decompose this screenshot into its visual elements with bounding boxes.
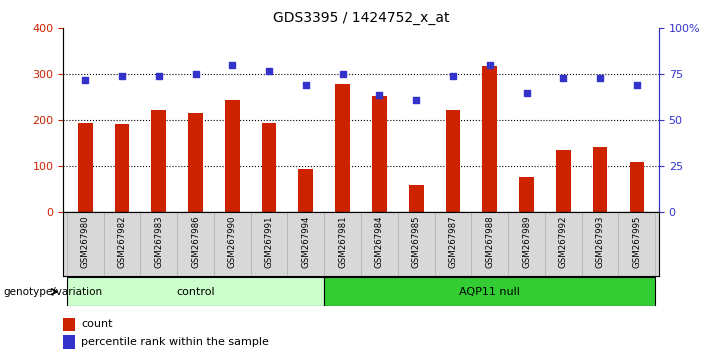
Point (153, 73, 164, 79)
Bar (67, 277, 325, 306)
Point (411, 97, 422, 103)
Text: GSM267991: GSM267991 (264, 216, 273, 268)
Bar (78, 123, 93, 212)
Bar (519, 177, 534, 212)
Bar (372, 96, 387, 212)
Bar (299, 169, 313, 212)
Bar (618, 212, 655, 276)
Bar (361, 212, 397, 276)
Bar (177, 212, 214, 276)
Text: GSM267984: GSM267984 (375, 216, 384, 268)
Title: GDS3395 / 1424752_x_at: GDS3395 / 1424752_x_at (273, 11, 449, 24)
Point (484, 62, 496, 68)
Bar (471, 212, 508, 276)
Bar (251, 212, 287, 276)
Bar (397, 212, 435, 276)
Bar (67, 212, 104, 276)
Bar (261, 123, 276, 212)
Bar (335, 85, 350, 212)
Point (79, 77, 90, 83)
Bar (409, 185, 423, 212)
Bar (582, 212, 618, 276)
Bar (593, 147, 608, 212)
Point (337, 72, 348, 77)
Text: GSM267987: GSM267987 (449, 216, 458, 268)
Bar (325, 212, 361, 276)
Bar (482, 66, 497, 212)
Text: GSM267986: GSM267986 (191, 216, 200, 268)
Bar (214, 212, 251, 276)
Text: GSM267983: GSM267983 (154, 216, 163, 268)
Text: GSM267982: GSM267982 (118, 216, 126, 268)
Bar (63, 318, 75, 331)
Text: GSM267981: GSM267981 (338, 216, 347, 268)
Text: GSM267989: GSM267989 (522, 216, 531, 268)
Point (447, 73, 458, 79)
Point (190, 72, 201, 77)
Point (632, 82, 643, 88)
Bar (629, 162, 644, 212)
Bar (104, 212, 140, 276)
Bar (325, 277, 655, 306)
Point (558, 75, 569, 81)
Text: GSM267988: GSM267988 (485, 216, 494, 268)
Bar (188, 114, 203, 212)
Text: GSM267985: GSM267985 (411, 216, 421, 268)
Bar (545, 212, 582, 276)
Text: GSM267994: GSM267994 (301, 216, 311, 268)
Bar (225, 100, 240, 212)
Text: AQP11 null: AQP11 null (459, 287, 520, 297)
Text: GSM267990: GSM267990 (228, 216, 237, 268)
Text: GSM267992: GSM267992 (559, 216, 568, 268)
Point (264, 68, 275, 74)
Bar (435, 212, 471, 276)
Point (374, 92, 385, 97)
Text: GSM267980: GSM267980 (81, 216, 90, 268)
Bar (508, 212, 545, 276)
Text: percentile rank within the sample: percentile rank within the sample (81, 337, 269, 347)
Bar (446, 110, 461, 212)
Point (594, 75, 606, 81)
Text: GSM267995: GSM267995 (632, 216, 641, 268)
Bar (114, 124, 129, 212)
Text: count: count (81, 319, 112, 329)
Bar (556, 150, 571, 212)
Point (521, 90, 532, 96)
Text: genotype/variation: genotype/variation (4, 287, 102, 297)
Point (116, 73, 128, 79)
Bar (287, 212, 325, 276)
Bar (151, 110, 166, 212)
Text: control: control (176, 287, 215, 297)
Bar (140, 212, 177, 276)
Bar (63, 335, 75, 349)
Point (226, 62, 238, 68)
Point (300, 82, 311, 88)
Text: GSM267993: GSM267993 (596, 216, 604, 268)
